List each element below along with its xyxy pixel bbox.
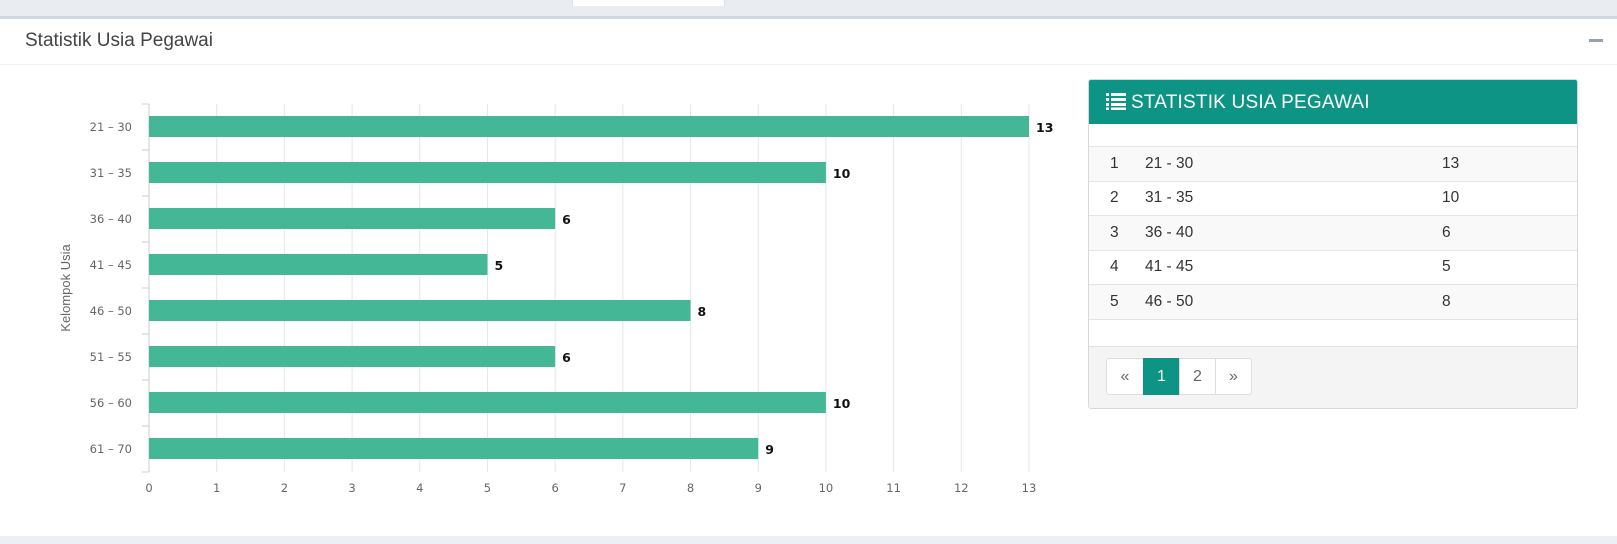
x-tick-label: 6	[551, 481, 558, 495]
data-label: 10	[833, 396, 851, 411]
table-row: 3 36 - 40 6	[1089, 215, 1577, 250]
x-tick-label: 4	[416, 481, 423, 495]
table-header: STATISTIK USIA PEGAWAI	[1089, 80, 1577, 124]
x-tick-label: 7	[619, 481, 626, 495]
data-label: 9	[765, 442, 774, 457]
table-row: 1 21 - 30 13	[1089, 146, 1577, 181]
row-count: 6	[1442, 223, 1451, 241]
x-tick-label: 5	[484, 481, 491, 495]
x-tick-label: 8	[687, 481, 694, 495]
x-tick-label: 10	[819, 481, 834, 495]
data-label: 8	[698, 304, 707, 319]
x-tick-label: 12	[954, 481, 969, 495]
row-count: 13	[1442, 154, 1460, 172]
prev-page-button[interactable]: «	[1106, 358, 1144, 395]
table-bottom-spacer	[1089, 319, 1577, 341]
row-range: 46 - 50	[1145, 293, 1194, 310]
age-table-box: STATISTIK USIA PEGAWAI 1 21 - 30 13 2 31…	[1088, 79, 1578, 409]
row-count: 8	[1442, 293, 1451, 310]
table-title: STATISTIK USIA PEGAWAI	[1131, 92, 1370, 113]
x-tick-label: 11	[886, 481, 901, 495]
row-number: 4	[1110, 258, 1119, 276]
x-tick-label: 13	[1022, 481, 1037, 495]
x-tick-label: 9	[755, 481, 762, 495]
top-tab-strip	[0, 0, 1617, 16]
row-number: 2	[1110, 189, 1119, 207]
row-range: 36 - 40	[1145, 223, 1194, 241]
row-number: 5	[1110, 293, 1119, 310]
y-axis-title: Kelompok Usia	[58, 244, 73, 332]
row-count: 10	[1442, 189, 1460, 207]
table-top-spacer	[1089, 124, 1577, 146]
row-number: 1	[1110, 154, 1119, 172]
x-tick-label: 0	[145, 481, 152, 495]
next-page-button[interactable]: »	[1215, 358, 1252, 395]
x-tick-label: 1	[213, 481, 220, 495]
pagination-bar: « 1 2 »	[1089, 346, 1577, 408]
category-label: 51 – 55	[90, 350, 132, 364]
table-row: 2 31 - 35 10	[1089, 181, 1577, 216]
collapse-button[interactable]	[1589, 39, 1603, 42]
row-range: 41 - 45	[1145, 258, 1194, 276]
bar	[149, 162, 826, 183]
data-label: 6	[562, 350, 571, 365]
x-tick-label: 3	[348, 481, 355, 495]
page-1-button[interactable]: 1	[1143, 358, 1180, 395]
bar	[149, 300, 691, 321]
category-label: 56 – 60	[90, 396, 132, 410]
data-label: 13	[1036, 120, 1053, 135]
data-label: 10	[833, 166, 851, 181]
panel-header: Statistik Usia Pegawai	[0, 19, 1617, 65]
table-row: 4 41 - 45 5	[1089, 250, 1577, 285]
table-row: 5 46 - 50 8	[1089, 284, 1577, 319]
data-label: 5	[494, 258, 503, 273]
bar	[149, 254, 488, 275]
category-label: 46 – 50	[90, 304, 132, 318]
age-bar-chart: 0 1 2 3 4 5 6 7 8 9 10 11 12 13 21 – 30 13 31 – 35 10 36 –…	[0, 84, 1070, 544]
bar	[149, 208, 556, 229]
category-label: 61 – 70	[90, 442, 132, 456]
category-label: 36 – 40	[90, 212, 132, 226]
data-label: 6	[562, 212, 571, 227]
row-range: 21 - 30	[1145, 154, 1194, 172]
statistics-panel: Statistik Usia Pegawai 0 1 2 3 4 5 6 7 8 9 10 11 12 1…	[0, 16, 1617, 536]
pagination: « 1 2 »	[1106, 358, 1252, 395]
bar	[149, 438, 759, 459]
row-count: 5	[1442, 258, 1451, 276]
row-range: 31 - 35	[1145, 189, 1194, 207]
age-table: 1 21 - 30 13 2 31 - 35 10 3 36 - 40 6 4 …	[1089, 146, 1577, 319]
bar	[149, 346, 556, 367]
list-icon	[1106, 93, 1126, 110]
page-2-button[interactable]: 2	[1179, 358, 1216, 395]
bar	[149, 116, 1029, 137]
active-tab[interactable]	[572, 0, 725, 6]
bar	[149, 392, 826, 413]
category-label: 41 – 45	[90, 258, 132, 272]
category-label: 21 – 30	[90, 120, 132, 134]
row-number: 3	[1110, 223, 1119, 241]
x-tick-label: 2	[281, 481, 288, 495]
category-label: 31 – 35	[90, 166, 132, 180]
panel-title: Statistik Usia Pegawai	[25, 30, 213, 51]
